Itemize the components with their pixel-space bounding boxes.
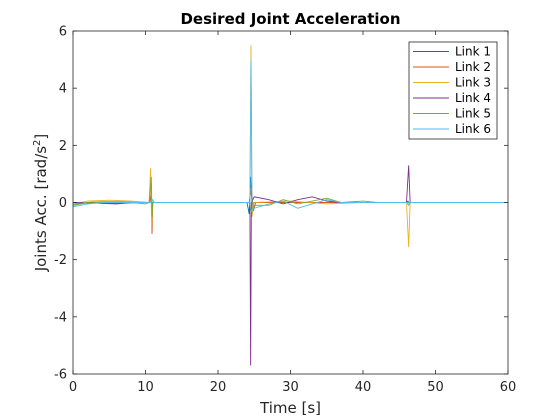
legend-box bbox=[408, 41, 498, 140]
x-axis-label: Time [s] bbox=[259, 399, 321, 417]
y-tick-label: -6 bbox=[54, 368, 67, 383]
legend-label-1: Link 1 bbox=[455, 45, 491, 59]
y-tick-label: -4 bbox=[54, 310, 67, 325]
y-tick-label: 4 bbox=[59, 82, 67, 97]
legend-label-4: Link 4 bbox=[455, 91, 491, 105]
y-axis-label-superscript: 2 bbox=[32, 140, 43, 146]
legend-label-6: Link 6 bbox=[455, 122, 491, 136]
y-tick-label: 0 bbox=[59, 196, 67, 211]
x-tick-label: 10 bbox=[137, 380, 154, 395]
x-tick-label: 40 bbox=[355, 380, 372, 395]
y-axis-label: Joints Acc. [rad/s2] bbox=[32, 134, 50, 273]
y-tick-label: 2 bbox=[59, 139, 67, 154]
chart-title: Desired Joint Acceleration bbox=[180, 10, 400, 28]
x-tick-label: 30 bbox=[282, 380, 299, 395]
y-tick-label: -2 bbox=[54, 253, 67, 268]
ticks-layer: 0 10 20 30 40 50 60 -6 -4 -2 0 2 4 6 bbox=[54, 25, 516, 396]
x-tick-label: 0 bbox=[69, 380, 77, 395]
legend-label-3: Link 3 bbox=[455, 76, 491, 90]
legend-label-2: Link 2 bbox=[455, 60, 491, 74]
x-tick-label: 20 bbox=[210, 380, 227, 395]
y-axis-label-end: ] bbox=[32, 134, 50, 140]
y-tick-label: 6 bbox=[59, 25, 67, 40]
legend-label-5: Link 5 bbox=[455, 107, 491, 121]
x-tick-label: 50 bbox=[427, 380, 444, 395]
series-layer bbox=[72, 45, 508, 366]
x-tick-label: 60 bbox=[500, 380, 517, 395]
y-axis-label-main: Joints Acc. [rad/s bbox=[32, 146, 50, 273]
series-line-6 bbox=[72, 59, 508, 213]
